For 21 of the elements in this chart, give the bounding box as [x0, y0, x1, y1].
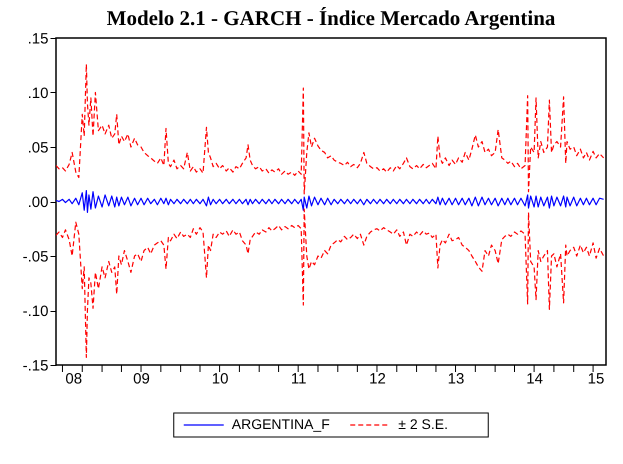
y-tick-label: .10 — [28, 85, 48, 102]
x-tick-label: 15 — [588, 370, 604, 388]
x-tick-label: 08 — [65, 370, 82, 388]
legend-label: ± 2 S.E. — [398, 416, 448, 432]
x-tick-label: 10 — [212, 370, 228, 388]
x-tick-label: 12 — [369, 370, 386, 388]
chart-title: Modelo 2.1 - GARCH - Índice Mercado Argentina — [106, 6, 556, 30]
y-tick-label: -.15 — [22, 358, 48, 374]
line-series — [56, 208, 604, 358]
y-tick-label: -.10 — [22, 303, 48, 320]
x-tick-label: 11 — [290, 370, 306, 388]
line-series — [56, 190, 604, 213]
y-tick-label: .05 — [28, 140, 48, 156]
x-tick-label: 09 — [133, 370, 150, 388]
legend-label: ARGENTINA_F — [232, 416, 330, 432]
y-tick-label: .15 — [28, 30, 48, 48]
y-tick-label: .00 — [28, 194, 48, 211]
line-series — [56, 64, 604, 194]
x-tick-label: 13 — [448, 370, 464, 388]
x-tick-label: 14 — [526, 370, 543, 388]
y-tick-label: -.05 — [22, 248, 48, 266]
